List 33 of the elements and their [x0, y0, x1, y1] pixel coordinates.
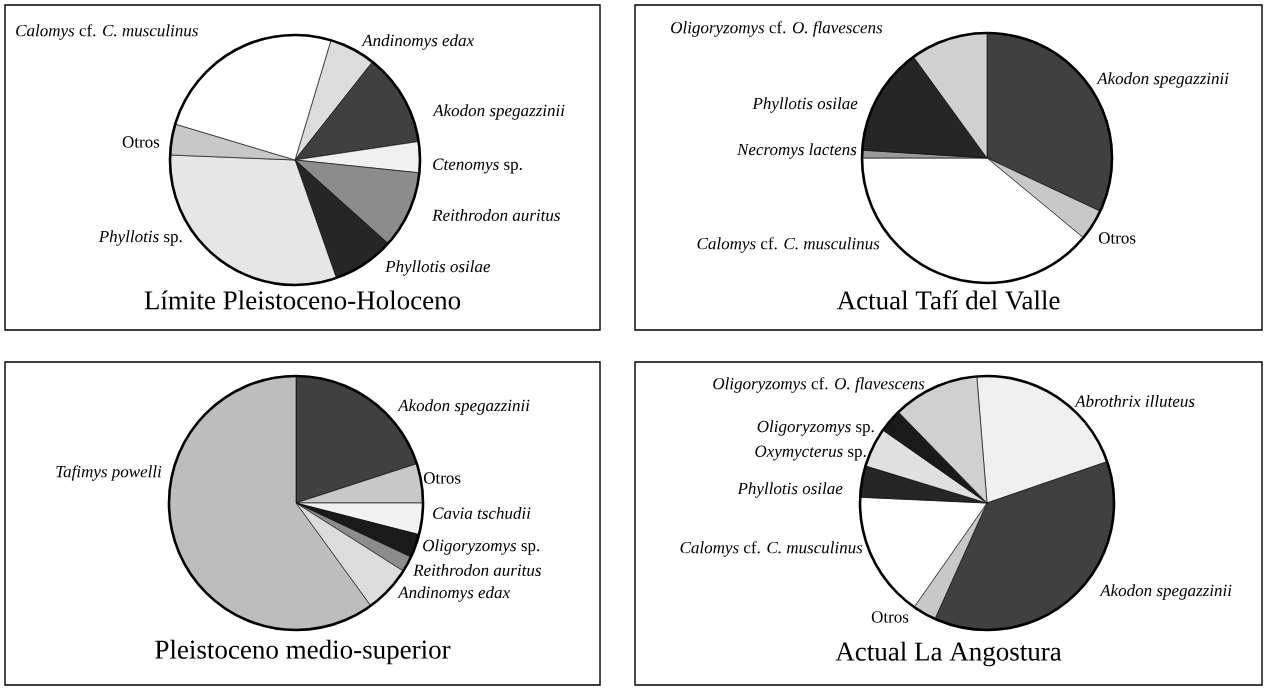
slice-label: Calomys cf. C. musculinus	[697, 237, 880, 253]
slice-label: Akodon spegazzinii	[1099, 584, 1232, 600]
text: Pleistoceno medio-superior	[155, 639, 451, 665]
slice-label: Abrothrix illuteus	[1074, 395, 1195, 407]
legend-label: Cavia tschudii	[433, 507, 531, 519]
slice-label: Oligoryzomys sp.	[423, 539, 540, 555]
slice-label: Calomys cf. C. musculinus	[680, 541, 863, 557]
slice-label: Akodon spegazzinii	[397, 399, 530, 415]
slice-label: Otros	[423, 472, 461, 484]
slice-label: Reithrodon auritus	[413, 564, 541, 576]
slice-label: Phyllotis osilae	[737, 482, 843, 498]
slice-label: Phyllotis osilae	[752, 97, 858, 113]
slice-label: Necromys lactens	[736, 143, 857, 159]
slice-label: Tafimys powelli	[56, 465, 162, 481]
slice-label: Oligoryzomys sp.	[757, 420, 874, 436]
slice-label: Otros	[871, 611, 909, 623]
slice-label: Oxymycterus sp.	[755, 445, 866, 461]
slice-label: Otros	[122, 136, 160, 148]
text: Actual La Angostura	[835, 641, 1062, 667]
legend-label: Ctenomys sp.	[433, 158, 522, 174]
slice-label: Akodon spegazzinii	[432, 104, 565, 120]
text: Actual Tafí del Valle	[836, 290, 1060, 310]
slice-label: Oligoryzomys cf. O. flavescens	[713, 377, 925, 393]
slice-label: Andinomys edax	[361, 34, 474, 50]
text: Límite Pleistoceno-Holoceno	[144, 290, 461, 310]
slice-label: Calomys cf. C. musculinus	[16, 24, 198, 40]
slice-label: Reithrodon auritus	[432, 209, 560, 221]
slice-label: Otros	[1098, 232, 1136, 244]
slice-label: Phyllotis sp.	[98, 230, 182, 246]
slice-label: Oligoryzomys cf. O. flavescens	[671, 21, 883, 37]
slice-label: Andinomys edax	[397, 586, 510, 602]
slice-label: Phyllotis osilae	[385, 260, 491, 276]
slice-label: Akodon spegazzinii	[1096, 72, 1229, 88]
